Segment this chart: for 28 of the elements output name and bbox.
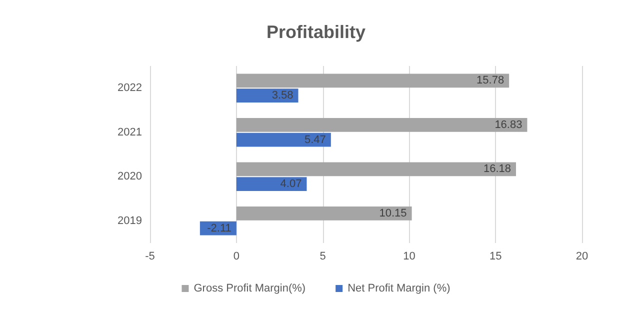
data-label: -2.11	[207, 222, 232, 234]
bar	[236, 88, 298, 103]
y-tick-label: 2020	[118, 170, 142, 183]
legend-label: Gross Profit Margin(%)	[194, 282, 306, 294]
x-tick-label: 15	[489, 250, 502, 262]
chart-title: Profitability	[266, 22, 366, 42]
x-tick-label: 0	[233, 250, 240, 262]
data-label: 5.47	[304, 134, 326, 146]
data-label: 10.15	[379, 207, 407, 220]
bar	[236, 118, 528, 132]
bar	[236, 132, 331, 147]
bar	[236, 162, 516, 176]
data-label: 16.83	[494, 118, 522, 131]
bar	[236, 74, 510, 88]
y-tick-label: 2022	[118, 82, 142, 94]
data-label: 3.58	[272, 90, 294, 102]
x-tick-label: -5	[145, 250, 155, 262]
bar	[236, 206, 412, 220]
x-tick-label: 5	[320, 250, 326, 262]
data-label: 16.18	[483, 163, 511, 176]
bar	[236, 177, 307, 192]
x-tick-label: 10	[403, 250, 416, 262]
data-label: 4.07	[280, 178, 302, 190]
y-tick-label: 2019	[118, 214, 142, 227]
legend-label: Net Profit Margin (%)	[348, 282, 450, 294]
data-label: 15.78	[476, 74, 504, 87]
y-tick-label: 2021	[118, 126, 142, 138]
x-tick-label: 20	[576, 250, 588, 262]
